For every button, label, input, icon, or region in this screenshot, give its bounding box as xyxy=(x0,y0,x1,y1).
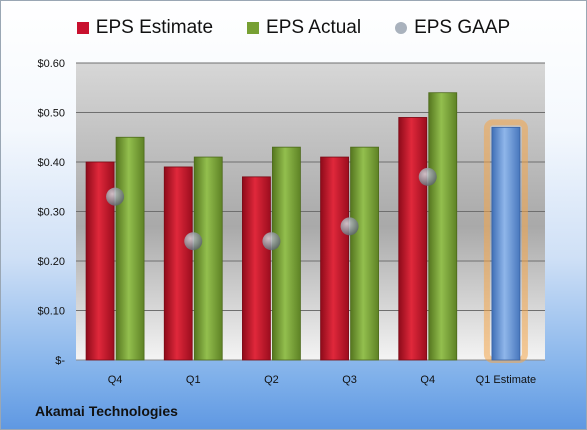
legend-label-eps-actual: EPS Actual xyxy=(266,17,362,38)
legend-swatch-eps-gaap xyxy=(395,22,408,34)
y-axis: $- $0.10 $0.20 $0.30 $0.40 $0.50 $0.60 xyxy=(37,58,65,367)
eps-gaap-point xyxy=(262,232,281,251)
eps-gaap-point xyxy=(340,217,359,236)
legend-swatch-eps-estimate xyxy=(76,22,89,34)
eps-estimate-bar xyxy=(85,161,115,361)
eps-actual-bar xyxy=(428,92,458,361)
legend-item-eps-actual: EPS Actual xyxy=(247,17,361,39)
eps-actual-bar xyxy=(272,146,301,361)
legend-label-eps-estimate: EPS Estimate xyxy=(95,17,214,38)
eps-estimate-bar xyxy=(242,176,271,361)
grid-lines xyxy=(76,62,545,361)
x-tick-label: Q1 Estimate xyxy=(476,374,537,386)
bars xyxy=(85,92,528,363)
y-tick-label: $0.50 xyxy=(37,108,65,120)
y-tick-label: $0.60 xyxy=(37,58,65,70)
x-tick-label: Q4 xyxy=(420,374,435,386)
eps-estimate-bar xyxy=(398,117,428,361)
company-name: Akamai Technologies xyxy=(35,403,178,419)
eps-gaap-point xyxy=(184,232,203,251)
eps-chart: $-$0.10$0.20$0.30$0.40$0.50$0.60 Q4 Q1 Q2 Q… xyxy=(37,58,545,386)
x-tick-label: Q3 xyxy=(342,374,357,386)
legend-swatch-eps-actual xyxy=(247,22,260,34)
y-tick-label: $0.30 xyxy=(37,207,65,219)
y-tick-label: $0.40 xyxy=(37,157,65,169)
eps-forecast-bar xyxy=(491,126,521,361)
eps-gaap-point xyxy=(106,187,125,206)
eps-gaap-point xyxy=(418,167,437,186)
eps-actual-bar xyxy=(193,156,223,361)
eps-estimate-bar xyxy=(320,156,349,361)
eps-actual-bar xyxy=(350,146,379,361)
y-tick-label: $- xyxy=(55,355,65,367)
eps-estimate-bar xyxy=(163,166,193,361)
legend-item-eps-estimate: EPS Estimate xyxy=(76,17,214,39)
y-tick-label: $0.10 xyxy=(37,306,65,318)
legend-label-eps-gaap: EPS GAAP xyxy=(414,17,511,38)
x-tick-label: Q4 xyxy=(108,374,123,386)
x-tick-label: Q1 xyxy=(186,374,201,386)
legend-item-eps-gaap: EPS GAAP xyxy=(395,17,510,39)
eps-actual-bar xyxy=(115,136,145,361)
x-tick-label: Q2 xyxy=(264,374,279,386)
legend: EPS Estimate EPS Actual EPS GAAP xyxy=(1,17,586,39)
x-axis: Q4 Q1 Q2 Q3 Q4 Q1 Estimate xyxy=(108,374,536,386)
y-tick-label: $0.20 xyxy=(37,256,65,268)
